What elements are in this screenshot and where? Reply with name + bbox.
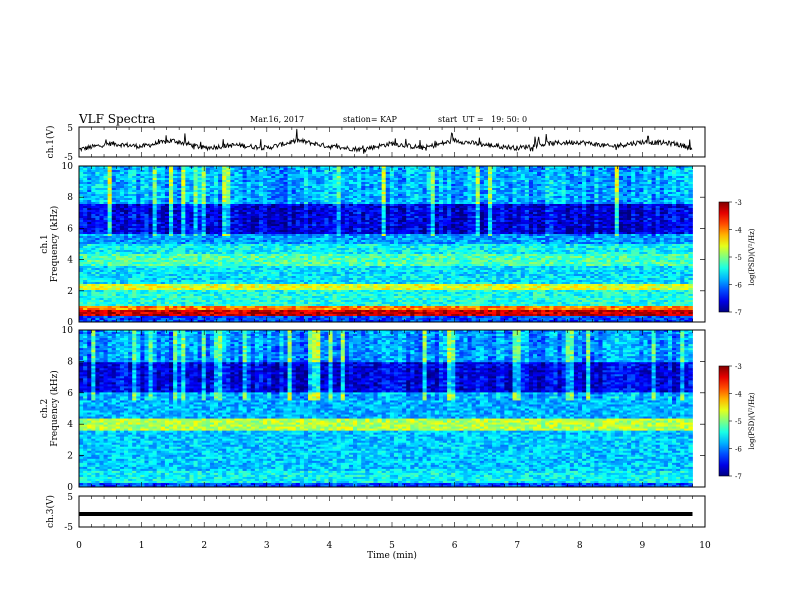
colorbar-tick-label: -5 [735,418,742,426]
y-tick-label: 0 [67,318,73,328]
y-axis-label: Frequency (kHz) [49,370,60,447]
x-tick-label: 8 [577,541,583,551]
y-tick-label: 6 [67,389,73,399]
station-label: station= KAP [343,115,397,124]
y-axis-label: ch.1(V) [45,126,56,159]
y-tick-label: 8 [67,193,73,203]
chart-title: VLF Spectra [79,112,155,126]
colorbar-label: log(PSD)(V²/Hz) [748,228,756,285]
x-tick-label: 4 [327,541,333,551]
colorbar [718,201,730,313]
ch1_spectrogram-cells [79,166,693,323]
y-axis-label: Frequency (kHz) [49,206,60,283]
y-axis-label: ch.3(V) [45,495,56,528]
colorbar-tick-label: -3 [735,363,742,371]
colorbar-tick-label: -6 [735,282,742,290]
colorbar-tick-label: -7 [735,309,742,317]
start-time-label: start UT = 19: 50: 0 [438,115,527,124]
y-axis-label: ch.2 [40,399,50,418]
y-tick-label: 10 [62,326,74,336]
x-tick-label: 1 [139,541,145,551]
y-tick-label: 0 [67,483,73,493]
colorbar-tick-label: -3 [735,199,742,207]
x-tick-label: 2 [201,541,207,551]
x-tick-label: 10 [699,541,711,551]
y-tick-label: 2 [67,287,73,297]
colorbar-tick-label: -4 [735,391,742,399]
colorbar-tick-label: -7 [735,473,742,481]
colorbar-tick-label: -6 [735,446,742,454]
y-tick-label: 10 [62,162,74,172]
y-axis-label: ch.1 [40,234,50,253]
x-tick-label: 6 [452,541,458,551]
ch1-waveform-trace [78,128,693,154]
y-tick-label: 8 [67,357,73,367]
x-tick-label: 9 [640,541,646,551]
date-label: Mar.16, 2017 [250,115,304,124]
x-axis-label: Time (min) [367,550,417,561]
y-tick-label: 4 [67,256,73,266]
y-tick-label: -5 [64,523,73,533]
colorbar-tick-label: -5 [735,254,742,262]
x-tick-label: 7 [514,541,520,551]
ch2_spectrogram-cells [79,330,693,488]
x-tick-label: 3 [264,541,270,551]
x-tick-label: 0 [76,541,82,551]
y-tick-label: 6 [67,224,73,234]
colorbar [718,365,730,477]
y-tick-label: 2 [67,452,73,462]
y-tick-label: 5 [67,493,73,503]
colorbar-label: log(PSD)(V²/Hz) [748,392,756,449]
y-tick-label: 5 [67,124,73,134]
y-tick-label: 4 [67,420,73,430]
colorbar-tick-label: -4 [735,227,742,235]
y-tick-label: -5 [64,153,73,163]
x-tick-label: 5 [389,541,395,551]
